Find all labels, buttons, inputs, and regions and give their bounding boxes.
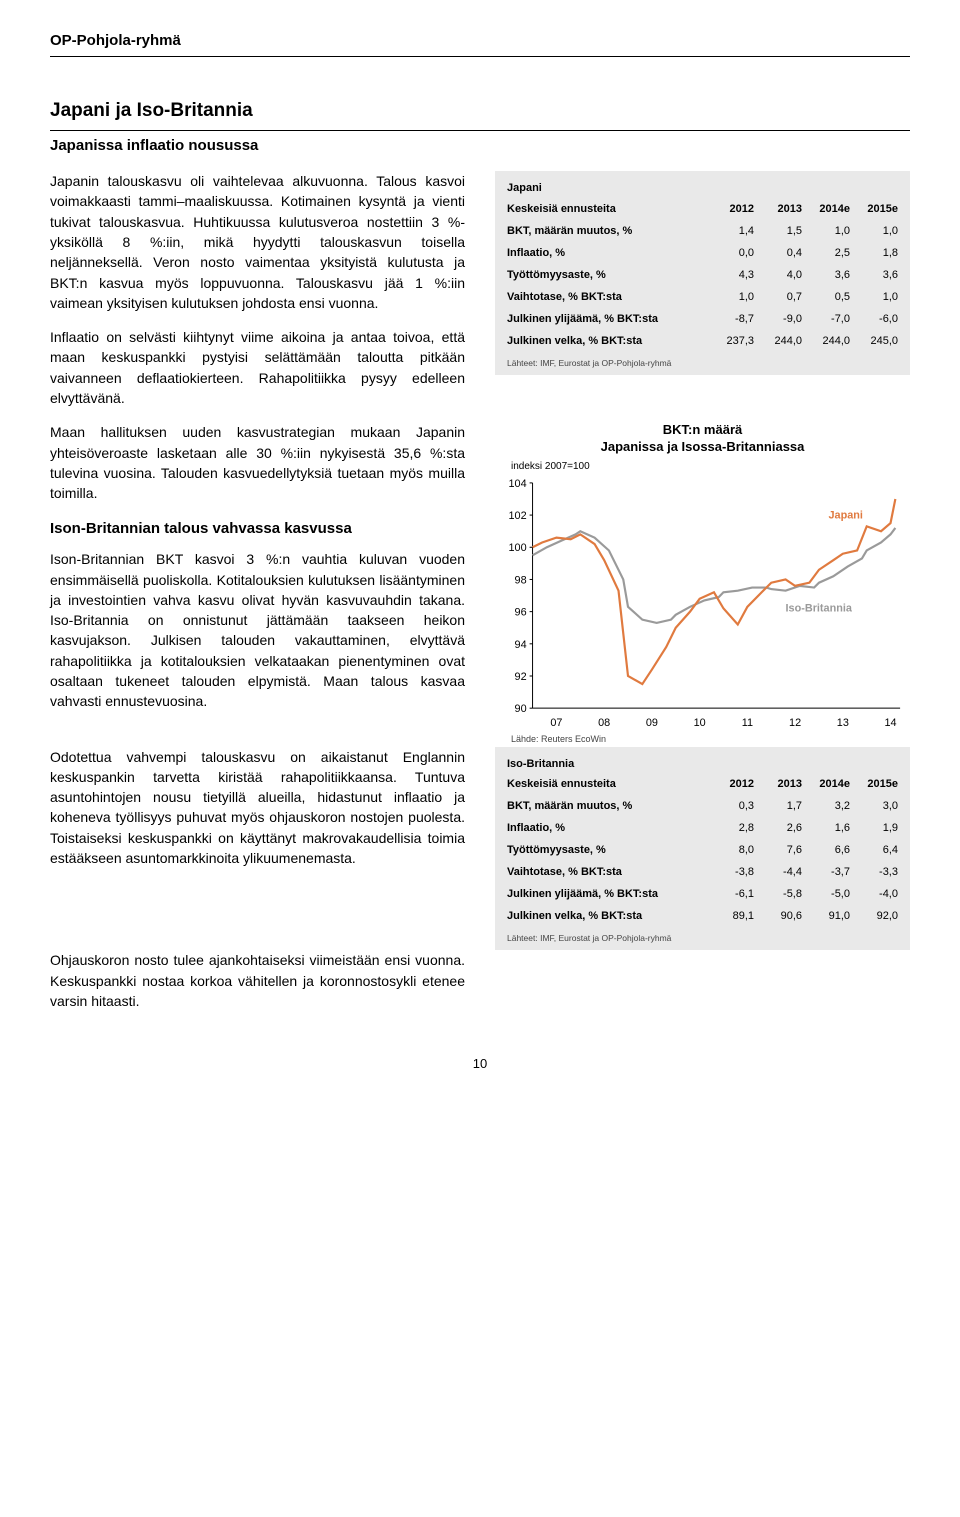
page-number: 10 [50, 1055, 910, 1074]
table-row: Työttömyysaste, %8,07,66,66,4 [507, 840, 898, 862]
block-1: Japanin talouskasvu oli vaihtelevaa alku… [50, 171, 910, 422]
paragraph: Inflaatio on selvästi kiihtynyt viime ai… [50, 327, 465, 408]
brand-header: OP-Pohjola-ryhmä [50, 30, 910, 57]
table-row: BKT, määrän muutos, %0,31,73,23,0 [507, 796, 898, 818]
table-source: Lähteet: IMF, Eurostat ja OP-Pohjola-ryh… [507, 932, 898, 944]
svg-text:98: 98 [515, 574, 527, 586]
section-title: Japani ja Iso-Britannia [50, 97, 910, 132]
gdp-chart: BKT:n määrä Japanissa ja Isossa-Britanni… [495, 422, 910, 746]
text-col-1: Japanin talouskasvu oli vaihtelevaa alku… [50, 171, 465, 422]
text-col-3: Odotettua vahvempi talouskasvu on aikais… [50, 747, 465, 883]
paragraph: Ison-Britannian BKT kasvoi 3 %:n vauhtia… [50, 549, 465, 711]
svg-text:92: 92 [515, 671, 527, 683]
uk-table-col: Iso-BritanniaKeskeisiä ennusteita2012201… [495, 747, 910, 951]
uk-forecast-table: Iso-BritanniaKeskeisiä ennusteita2012201… [495, 747, 910, 951]
chart-title: BKT:n määrä Japanissa ja Isossa-Britanni… [495, 422, 910, 456]
svg-text:11: 11 [742, 717, 753, 729]
table-row: Julkinen velka, % BKT:sta89,190,691,092,… [507, 906, 898, 928]
svg-text:09: 09 [646, 717, 658, 729]
paragraph: Odotettua vahvempi talouskasvu on aikais… [50, 747, 465, 869]
svg-text:Iso-Britannia: Iso-Britannia [786, 602, 853, 614]
svg-text:13: 13 [837, 717, 849, 729]
table-row: Inflaatio, %2,82,61,61,9 [507, 818, 898, 840]
table-row: Julkinen ylijäämä, % BKT:sta-6,1-5,8-5,0… [507, 884, 898, 906]
text-col-2: Maan hallituksen uuden kasvustrategian m… [50, 422, 465, 725]
uk-subheading: Ison-Britannian talous vahvassa kasvussa [50, 518, 465, 540]
table-name: Japani [507, 181, 898, 197]
table-header: Keskeisiä ennusteita201220132014e2015e [507, 774, 898, 796]
block-4: Ohjauskoron nosto tulee ajankohtaiseksi … [50, 950, 910, 1025]
chart-source: Lähde: Reuters EcoWin [511, 733, 910, 746]
table-source: Lähteet: IMF, Eurostat ja OP-Pohjola-ryh… [507, 357, 898, 369]
svg-text:96: 96 [515, 606, 527, 618]
svg-text:12: 12 [789, 717, 801, 729]
svg-text:94: 94 [515, 638, 527, 650]
table-name: Iso-Britannia [507, 757, 898, 773]
section-subtitle: Japanissa inflaatio nousussa [50, 135, 910, 157]
svg-text:08: 08 [598, 717, 610, 729]
svg-text:10: 10 [694, 717, 706, 729]
svg-text:Japani: Japani [829, 509, 863, 521]
svg-text:100: 100 [509, 542, 527, 554]
block-2: Maan hallituksen uuden kasvustrategian m… [50, 422, 910, 746]
table-header: Keskeisiä ennusteita201220132014e2015e [507, 199, 898, 221]
svg-text:102: 102 [509, 510, 527, 522]
paragraph: Japanin talouskasvu oli vaihtelevaa alku… [50, 171, 465, 313]
table-row: Julkinen velka, % BKT:sta237,3244,0244,0… [507, 331, 898, 353]
svg-text:90: 90 [515, 703, 527, 715]
svg-text:07: 07 [550, 717, 562, 729]
text-col-4: Ohjauskoron nosto tulee ajankohtaiseksi … [50, 950, 465, 1025]
table-row: Inflaatio, %0,00,42,51,8 [507, 243, 898, 265]
table-row: Vaihtotase, % BKT:sta-3,8-4,4-3,7-3,3 [507, 862, 898, 884]
japan-forecast-table: Japani Keskeisiä ennusteita201220132014e2… [495, 171, 910, 375]
chart-col: BKT:n määrä Japanissa ja Isossa-Britanni… [495, 422, 910, 746]
table-row: Työttömyysaste, %4,34,03,63,6 [507, 265, 898, 287]
svg-text:14: 14 [885, 717, 897, 729]
paragraph: Ohjauskoron nosto tulee ajankohtaiseksi … [50, 950, 465, 1011]
japan-table-col: Japani Keskeisiä ennusteita201220132014e2… [495, 171, 910, 375]
chart-svg: 104 102 100 98 96 94 92 90 07 08 09 10 11 12 13 14 Japan… [495, 475, 910, 732]
table-row: Vaihtotase, % BKT:sta1,00,70,51,0 [507, 287, 898, 309]
table-row: Julkinen ylijäämä, % BKT:sta-8,7-9,0-7,0… [507, 309, 898, 331]
table-row: BKT, määrän muutos, %1,41,51,01,0 [507, 221, 898, 243]
paragraph: Maan hallituksen uuden kasvustrategian m… [50, 422, 465, 503]
svg-text:104: 104 [509, 477, 527, 489]
block-3: Odotettua vahvempi talouskasvu on aikais… [50, 747, 910, 951]
chart-subtitle: indeksi 2007=100 [511, 460, 910, 475]
